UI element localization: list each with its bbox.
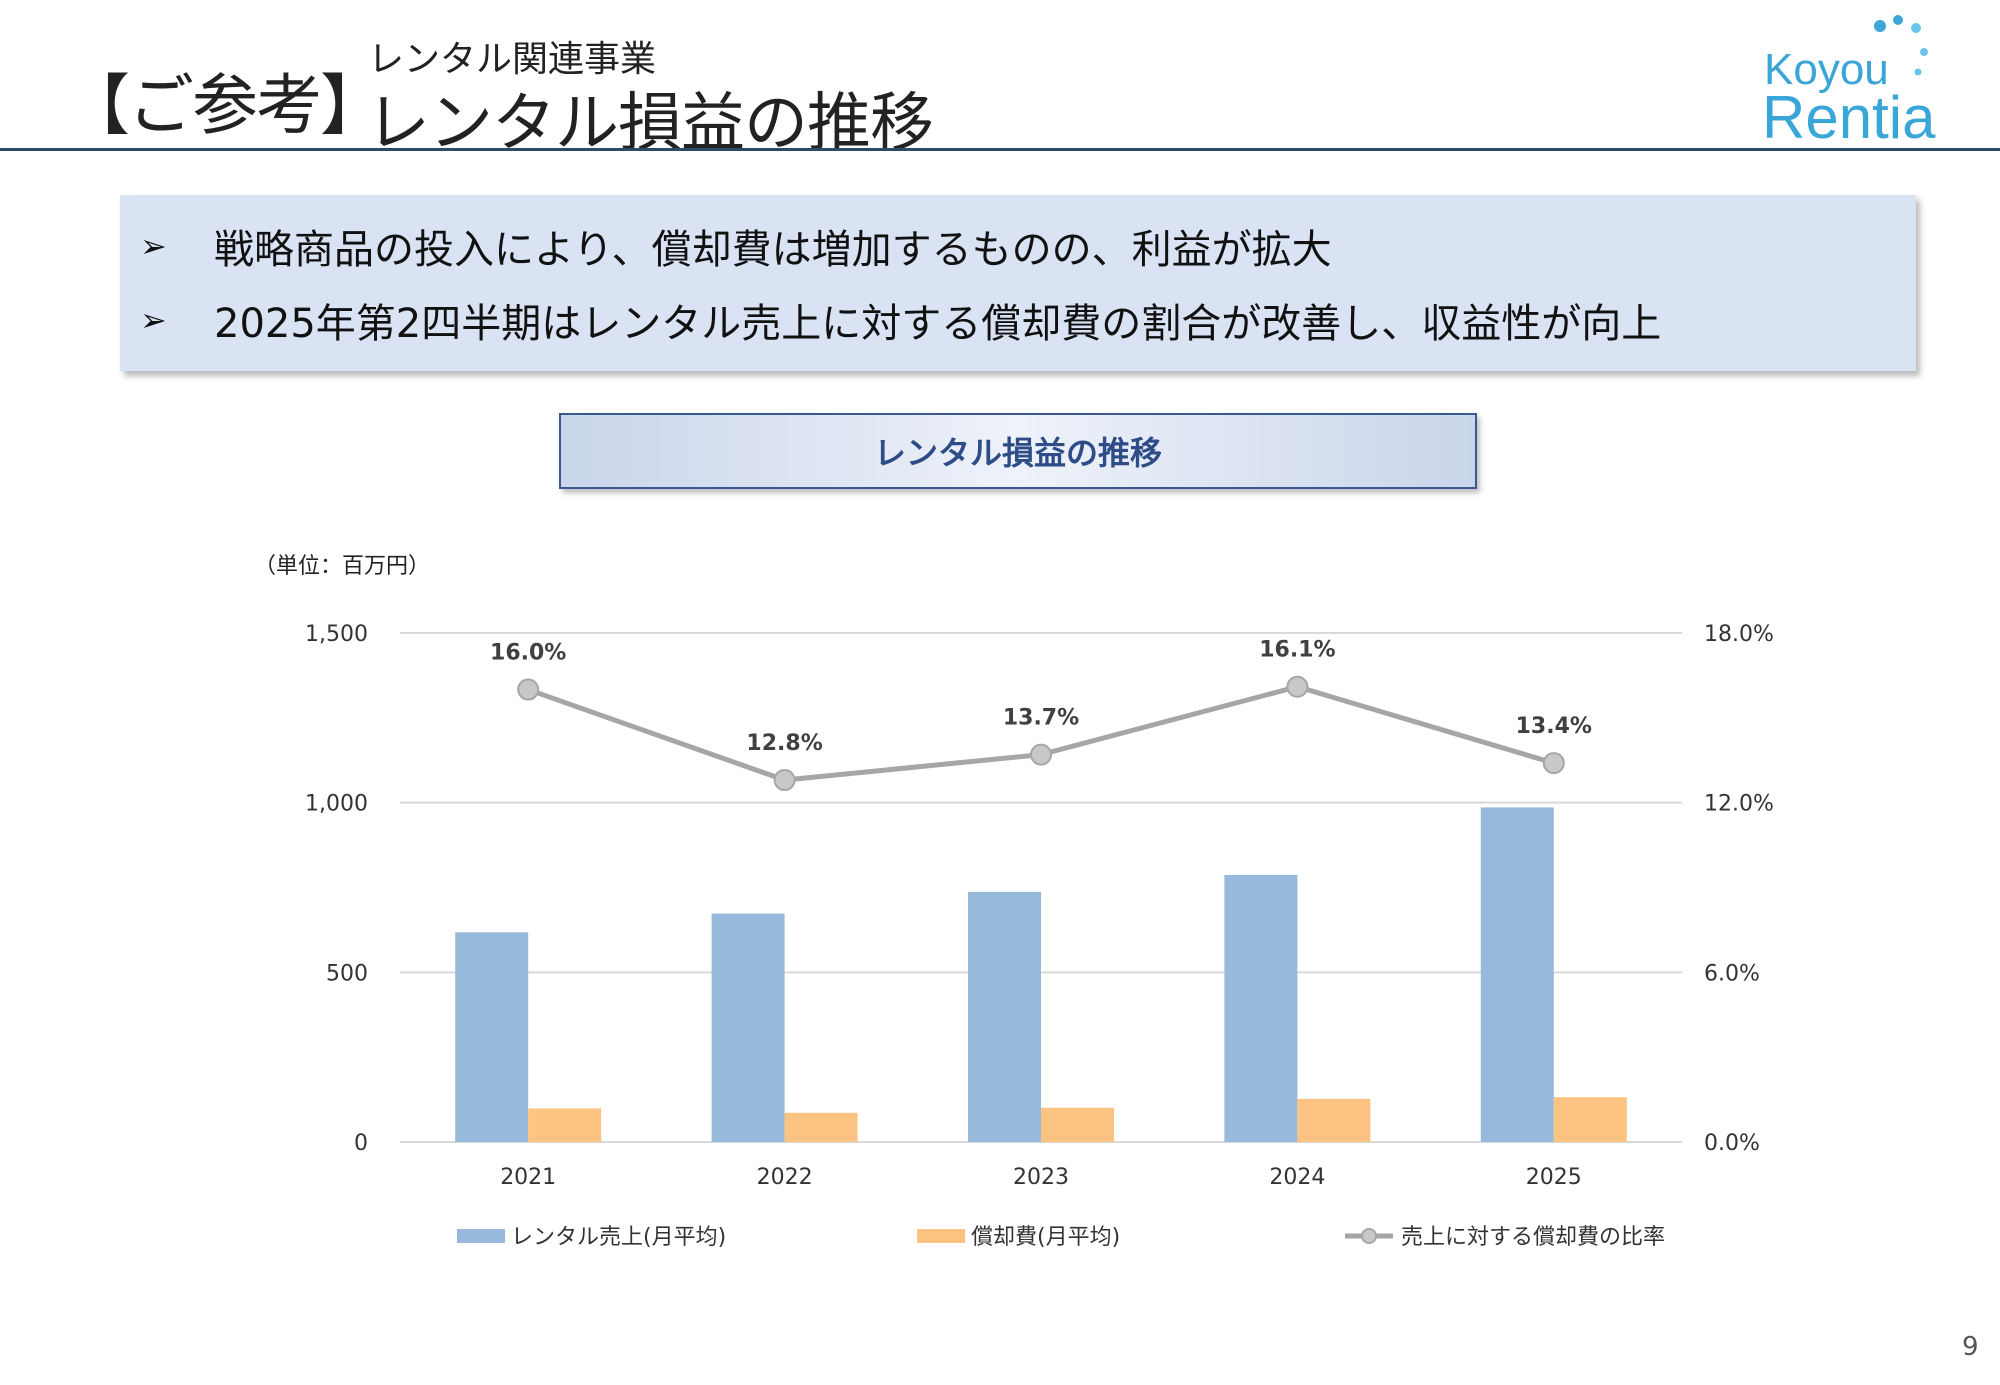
y-right-tick-label: 12.0% [1704, 792, 1774, 817]
legend-label: 売上に対する償却費の比率 [1401, 1225, 1665, 1250]
ratio-point [1542, 752, 1565, 775]
ratio-data-label: 12.8% [746, 731, 822, 756]
y-left-tick-label: 500 [326, 961, 368, 986]
koyou-rentia-logo: Koyou Rentia [1762, 15, 1936, 144]
legend-label: レンタル売上(月平均) [511, 1225, 726, 1250]
legend-swatch [457, 1229, 505, 1243]
rental-sales-bar [455, 932, 529, 1142]
reference-bracket-title: 【ご参考】 [64, 67, 386, 144]
x-tick-label: 2023 [1013, 1165, 1069, 1190]
arrow-bullet-icon: ➢ [140, 301, 167, 339]
rental-sales-bar [1224, 874, 1298, 1142]
rental-sales-bar [1480, 807, 1554, 1142]
x-tick-label: 2022 [757, 1165, 813, 1190]
depreciation-bar [528, 1108, 602, 1142]
rental-sales-bar [968, 891, 1041, 1142]
ratio-line [527, 684, 1555, 783]
chart-title-banner: レンタル損益の推移 [559, 413, 1477, 489]
ratio-point [773, 769, 796, 792]
y-right-tick-label: 0.0% [1704, 1131, 1760, 1156]
x-tick-label: 2021 [500, 1165, 556, 1190]
logo-line2: Rentia [1762, 84, 1936, 144]
y-left-tick-label: 1,500 [305, 622, 368, 647]
summary-bullet: ➢ 2025年第2四半期はレンタル売上に対する償却費の割合が改善し、収益性が向上 [140, 291, 1661, 349]
summary-bullet-text: 戦略商品の投入により、償却費は増加するものの、利益が拡大 [214, 227, 1332, 273]
section-subtitle: レンタル関連事業 [368, 39, 657, 80]
summary-bullet-text: 2025年第2四半期はレンタル売上に対する償却費の割合が改善し、収益性が向上 [214, 301, 1662, 347]
depreciation-bar [1041, 1107, 1114, 1142]
legend-marker [1361, 1228, 1377, 1244]
ratio-data-label: 16.0% [490, 641, 566, 666]
depreciation-bar [784, 1112, 858, 1142]
rental-sales-bar [711, 913, 785, 1142]
legend-swatch [917, 1229, 965, 1243]
depreciation-bar [1297, 1098, 1371, 1142]
chart-title: レンタル損益の推移 [873, 434, 1162, 472]
x-tick-label: 2024 [1269, 1165, 1325, 1190]
x-tick-label: 2025 [1526, 1165, 1582, 1190]
y-right-tick-label: 18.0% [1704, 622, 1774, 647]
summary-bullet: ➢ 戦略商品の投入により、償却費は増加するものの、利益が拡大 [140, 217, 1332, 275]
ratio-data-label: 13.4% [1516, 714, 1592, 739]
legend-label: 償却費(月平均) [971, 1225, 1120, 1250]
logo-line1: Koyou [1764, 45, 1889, 94]
ratio-point [1030, 743, 1052, 766]
ratio-point [1286, 675, 1309, 698]
unit-label: （単位：百万円） [254, 554, 431, 579]
ratio-point [517, 678, 540, 701]
ratio-data-label: 16.1% [1259, 638, 1335, 663]
page-number: 9 [1962, 1332, 1979, 1362]
depreciation-bar [1553, 1097, 1627, 1142]
header-divider [0, 148, 2000, 151]
y-left-tick-label: 1,000 [305, 792, 368, 817]
ratio-data-label: 13.7% [1003, 706, 1079, 731]
y-right-tick-label: 6.0% [1704, 961, 1760, 986]
arrow-bullet-icon: ➢ [140, 227, 167, 265]
summary-box: ➢ 戦略商品の投入により、償却費は増加するものの、利益が拡大 ➢ 2025年第2… [120, 195, 1916, 371]
y-left-tick-label: 0 [354, 1131, 368, 1156]
